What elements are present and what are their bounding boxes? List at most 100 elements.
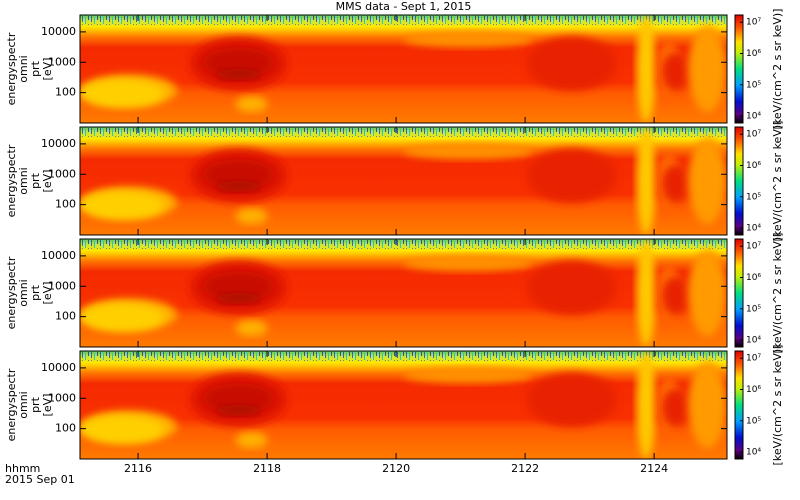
y-axis-label: [eV]	[41, 58, 54, 81]
spectrogram-background	[80, 127, 727, 235]
spectrogram-feature	[80, 303, 165, 331]
spectrogram-feature	[215, 69, 262, 80]
y-axis-label: energyspectr	[5, 256, 18, 329]
y-tick-label: 1000	[48, 167, 76, 180]
spectrogram-feature	[235, 96, 268, 113]
colorbar-label: [keV/(cm^2 s sr keV)]	[771, 233, 784, 354]
y-tick-label: 1000	[48, 279, 76, 292]
chart-title: MMS data - Sept 1, 2015	[336, 0, 472, 13]
spectrogram-feature	[636, 351, 656, 459]
spectrogram-feature	[662, 52, 689, 91]
spectrogram-feature	[526, 260, 618, 315]
colorbar-tick-label: 10⁵	[746, 192, 761, 202]
spectrogram-feature	[403, 143, 533, 160]
spectrogram-feature	[235, 208, 268, 225]
colorbar-tick-label: 10⁶	[746, 273, 761, 283]
colorbar-tick-label: 10⁷	[746, 242, 761, 252]
spectrogram-feature	[636, 15, 656, 123]
y-axis-label: energyspectr	[5, 368, 18, 441]
colorbar-tick-label: 10⁴	[746, 448, 761, 458]
spectrogram-feature	[202, 383, 275, 414]
spectrogram-feature	[80, 415, 165, 443]
spectrogram-feature	[403, 255, 533, 272]
y-tick-label: 10000	[41, 361, 76, 374]
spectrogram-background	[80, 351, 727, 459]
y-axis-label: prt	[29, 172, 42, 189]
spectrogram-feature	[526, 372, 618, 427]
x-axis-label: hhmm	[5, 462, 40, 475]
spectrogram-image	[80, 15, 727, 123]
colorbar-tick-label: 10⁵	[746, 304, 761, 314]
y-axis-label: energyspectr	[5, 32, 18, 105]
spectrogram-feature	[636, 239, 656, 347]
y-tick-label: 10000	[41, 137, 76, 150]
plot-frame	[79, 350, 728, 460]
colorbar-tick-label: 10⁴	[746, 336, 761, 346]
plot-frame	[79, 126, 728, 236]
spectrogram-feature	[80, 79, 165, 107]
spectrogram-image	[80, 127, 727, 235]
y-tick-label: 100	[55, 86, 76, 99]
colorbar-tick-label: 10⁶	[746, 161, 761, 171]
spectrogram-background	[80, 15, 727, 123]
spectrogram-feature	[526, 36, 618, 91]
spectrogram-feature	[688, 25, 727, 113]
y-tick-label: 100	[55, 422, 76, 435]
x-tick-label: 2124	[640, 462, 668, 475]
colorbar-label: [keV/(cm^2 s sr keV)]	[771, 345, 784, 466]
spectrogram-feature	[215, 405, 262, 416]
noise-band	[80, 15, 727, 25]
y-axis-label: prt	[29, 60, 42, 77]
spectrogram-feature	[688, 361, 727, 449]
spectrogram-feature	[235, 320, 268, 337]
plot-frame	[79, 238, 728, 348]
spectrogram-feature	[215, 293, 262, 304]
spectrogram-feature	[636, 127, 656, 235]
spectrogram-feature	[80, 191, 165, 219]
colorbar-label: [keV/(cm^2 s sr keV)]	[771, 9, 784, 130]
spectrogram-background	[80, 239, 727, 347]
y-axis-label: [eV]	[41, 170, 54, 193]
x-tick-label: 2116	[124, 462, 152, 475]
noise-band	[80, 239, 727, 249]
x-tick-label: 2120	[382, 462, 410, 475]
noise-band	[80, 127, 727, 137]
colorbar	[734, 350, 744, 460]
spectrogram-feature	[688, 137, 727, 225]
y-axis-label: omni	[17, 391, 30, 418]
spectrogram-feature	[235, 432, 268, 449]
spectrogram-feature	[202, 47, 275, 78]
spectrogram-feature	[202, 271, 275, 302]
spectrogram-image	[80, 239, 727, 347]
colorbar-tick-label: 10⁵	[746, 416, 761, 426]
y-axis-label: prt	[29, 396, 42, 413]
colorbar-tick-label: 10⁶	[746, 49, 761, 59]
colorbar-tick-label: 10⁴	[746, 224, 761, 234]
y-axis-label: omni	[17, 279, 30, 306]
y-tick-label: 10000	[41, 249, 76, 262]
colorbar	[734, 238, 744, 348]
y-tick-label: 100	[55, 198, 76, 211]
plot-frame	[79, 14, 728, 124]
date-label: 2015 Sep 01	[5, 473, 75, 486]
y-axis-label: energyspectr	[5, 144, 18, 217]
spectrogram-feature	[403, 31, 533, 48]
colorbar	[734, 14, 744, 124]
colorbar	[734, 126, 744, 236]
colorbar-tick-label: 10⁴	[746, 112, 761, 122]
spectrogram-feature	[215, 181, 262, 192]
spectrogram-feature	[526, 148, 618, 203]
y-axis-label: omni	[17, 167, 30, 194]
y-axis-label: [eV]	[41, 394, 54, 417]
y-axis-label: omni	[17, 55, 30, 82]
colorbar-tick-label: 10⁶	[746, 385, 761, 395]
spectrogram-feature	[662, 164, 689, 203]
spectrogram-feature	[403, 367, 533, 384]
spectrogram-image	[80, 351, 727, 459]
spectrogram-feature	[662, 388, 689, 427]
y-tick-label: 10000	[41, 25, 76, 38]
spectrogram-feature	[662, 276, 689, 315]
y-tick-label: 1000	[48, 55, 76, 68]
